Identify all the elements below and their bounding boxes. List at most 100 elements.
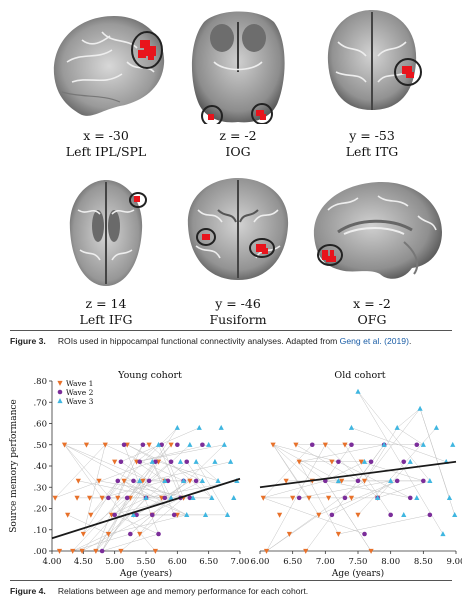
- coord-label: y = -53: [349, 128, 395, 143]
- data-point: [306, 495, 312, 501]
- connect-line: [98, 480, 194, 499]
- connect-line: [325, 480, 372, 552]
- connect-line: [357, 391, 444, 535]
- data-point: [228, 458, 234, 464]
- connect-line: [95, 480, 140, 552]
- brain-coronal-image: [327, 10, 422, 110]
- connect-line: [152, 461, 172, 498]
- connect-line: [298, 461, 339, 535]
- data-point: [162, 478, 168, 483]
- data-point: [115, 495, 121, 501]
- data-point: [74, 495, 80, 501]
- data-point: [124, 495, 130, 501]
- data-point: [335, 478, 341, 483]
- roi-name: IOG: [225, 144, 251, 159]
- caption-label: Figure 3.: [10, 336, 46, 346]
- connect-line: [377, 480, 430, 499]
- connect-line: [64, 444, 103, 499]
- data-point: [349, 442, 354, 448]
- data-point: [388, 512, 393, 518]
- connect-line: [357, 391, 431, 482]
- data-point: [156, 531, 161, 537]
- data-point: [83, 442, 90, 448]
- data-point: [375, 495, 381, 500]
- data-point: [70, 548, 76, 554]
- y-tick-label: .60: [33, 420, 47, 430]
- roi-name: Left IPL/SPL: [65, 144, 147, 159]
- brain-panel-fusiform: y = -46 Fusiform: [174, 170, 302, 328]
- data-point: [112, 512, 117, 518]
- connect-line: [344, 444, 391, 516]
- data-point: [414, 495, 420, 500]
- caption-end: .: [408, 336, 412, 346]
- data-point: [121, 442, 127, 448]
- data-point: [421, 478, 426, 484]
- x-tick-label: 9.00: [447, 557, 462, 567]
- data-point: [140, 478, 146, 484]
- coord-label: z = 14: [85, 296, 127, 311]
- connect-line: [272, 444, 310, 499]
- roi-name: Left IFG: [79, 312, 133, 327]
- connect-line: [83, 444, 106, 535]
- data-point: [200, 442, 205, 448]
- coord-label: z = -2: [219, 128, 257, 143]
- data-point: [202, 512, 209, 517]
- connect-line: [95, 480, 125, 552]
- data-point: [212, 458, 218, 464]
- data-point: [99, 548, 105, 554]
- connect-line: [111, 497, 147, 516]
- y-tick-label: .40: [33, 462, 47, 472]
- data-point: [184, 459, 190, 465]
- data-point: [361, 458, 368, 464]
- y-tick-label: .10: [33, 526, 47, 536]
- data-point: [361, 478, 368, 484]
- brain-panel-itg: y = -53 Left ITG: [308, 2, 436, 160]
- connect-line: [127, 444, 159, 462]
- connect-line: [357, 427, 437, 516]
- connect-line: [397, 427, 424, 445]
- data-point: [105, 531, 111, 537]
- data-point: [407, 458, 413, 464]
- connect-line: [120, 497, 184, 552]
- data-point: [137, 478, 143, 483]
- data-point: [221, 441, 227, 447]
- data-point: [355, 512, 361, 518]
- brain-row-top: x = -30 Left IPL/SPL z = -2 IOG: [0, 2, 462, 160]
- connect-line: [273, 444, 339, 462]
- x-tick-label: 4.50: [74, 557, 93, 567]
- data-point: [168, 495, 174, 500]
- legend-label: Wave 3: [66, 397, 94, 406]
- data-point: [394, 478, 400, 484]
- data-point: [168, 442, 174, 448]
- chart-title: Young cohort: [117, 370, 182, 381]
- connect-line: [299, 480, 391, 499]
- connect-line: [114, 514, 159, 535]
- data-point: [181, 478, 187, 483]
- connect-line: [145, 497, 187, 516]
- caption-text: Relations between age and memory perform…: [57, 586, 309, 596]
- data-point: [358, 459, 364, 465]
- caption-citation-link[interactable]: Geng et al. (2019): [339, 336, 409, 346]
- figure-3-caption: Figure 3. ROIs used in hippocampal functi…: [10, 336, 411, 346]
- y-tick-label: .70: [33, 398, 47, 408]
- data-point: [368, 459, 374, 465]
- data-point: [342, 442, 348, 448]
- data-point: [106, 495, 111, 501]
- connect-line: [136, 444, 159, 462]
- connect-line: [101, 497, 128, 552]
- connect-line: [105, 444, 184, 482]
- connect-line: [72, 533, 109, 552]
- y-tick-label: .30: [33, 483, 47, 493]
- connect-line: [295, 444, 359, 482]
- connect-line: [108, 444, 144, 499]
- y-tick-label: .20: [33, 505, 47, 515]
- x-tick-label: 8.00: [381, 557, 400, 567]
- data-point: [450, 441, 456, 447]
- data-point: [162, 495, 168, 501]
- data-point: [196, 424, 202, 430]
- brain-coronal-image: [187, 178, 289, 280]
- brain-panel-ofg: x = -2 OFG: [308, 170, 442, 328]
- data-point: [175, 442, 180, 448]
- roi-name: OFG: [357, 312, 387, 327]
- figure-4-caption: Figure 4. Relations between age and memor…: [10, 586, 308, 596]
